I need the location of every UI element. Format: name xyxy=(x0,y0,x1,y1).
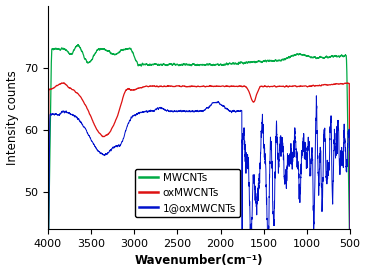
Line: oxMWCNTs: oxMWCNTs xyxy=(48,83,350,273)
MWCNTs xyxy=(155,63,160,66)
1@oxMWCNTs xyxy=(188,110,193,113)
MWCNTs xyxy=(76,43,80,46)
Y-axis label: Intensity counts: Intensity counts xyxy=(5,70,19,165)
1@oxMWCNTs xyxy=(348,259,352,262)
Line: MWCNTs: MWCNTs xyxy=(48,45,350,273)
Legend: MWCNTs, oxMWCNTs, 1@oxMWCNTs: MWCNTs, oxMWCNTs, 1@oxMWCNTs xyxy=(135,168,240,217)
oxMWCNTs xyxy=(324,83,329,87)
oxMWCNTs xyxy=(225,85,229,88)
oxMWCNTs xyxy=(109,128,113,132)
MWCNTs xyxy=(188,64,193,67)
MWCNTs xyxy=(238,62,242,65)
1@oxMWCNTs xyxy=(155,107,159,110)
1@oxMWCNTs xyxy=(238,110,242,113)
oxMWCNTs xyxy=(238,84,242,88)
MWCNTs xyxy=(324,55,329,58)
1@oxMWCNTs xyxy=(314,94,318,97)
oxMWCNTs xyxy=(155,85,160,88)
oxMWCNTs xyxy=(62,81,66,85)
1@oxMWCNTs xyxy=(324,170,329,174)
oxMWCNTs xyxy=(348,268,352,271)
MWCNTs xyxy=(109,52,113,55)
Line: 1@oxMWCNTs: 1@oxMWCNTs xyxy=(48,96,350,273)
MWCNTs xyxy=(225,63,229,66)
1@oxMWCNTs xyxy=(109,149,113,153)
1@oxMWCNTs xyxy=(225,107,229,110)
oxMWCNTs xyxy=(188,85,193,88)
X-axis label: Wavenumber(cm⁻¹): Wavenumber(cm⁻¹) xyxy=(135,254,263,268)
